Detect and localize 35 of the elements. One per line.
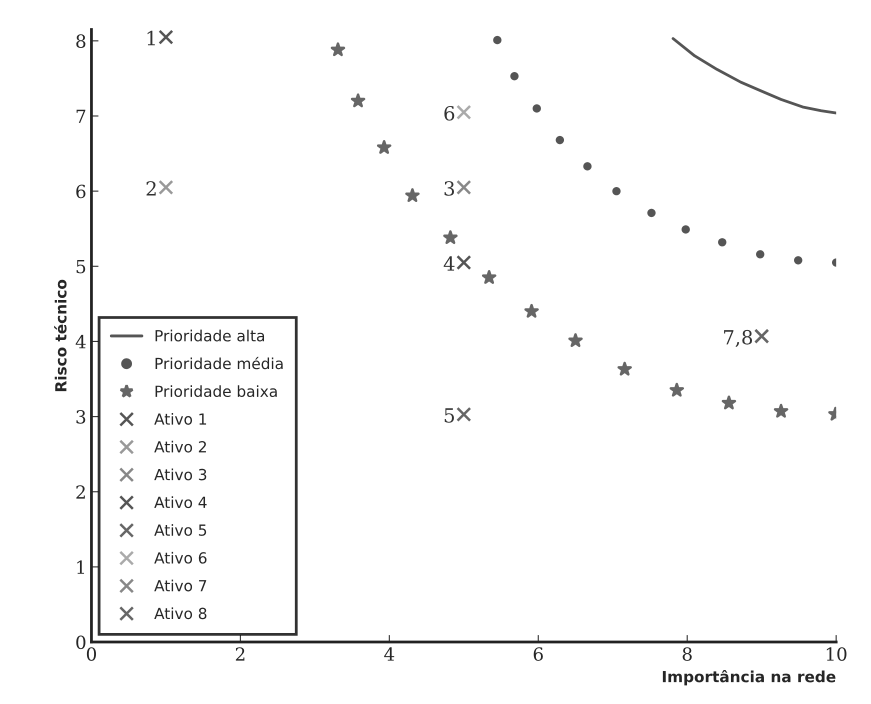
x-tick-label: 10 xyxy=(826,647,846,661)
y-tick-label: 1 xyxy=(77,560,84,574)
y-tick-label: 2 xyxy=(76,485,85,499)
x-tick-label: 2 xyxy=(236,647,244,661)
legend-label: Ativo 5 xyxy=(154,524,206,536)
y-tick-label: 4 xyxy=(76,334,86,348)
legend-label: Prioridade alta xyxy=(156,330,264,342)
legend-label: Ativo 1 xyxy=(154,412,206,425)
y-tick-label: 0 xyxy=(76,636,86,650)
y-tick-label: 5 xyxy=(76,260,86,274)
y-tick-label: 7 xyxy=(76,110,86,123)
x-tick-label: 4 xyxy=(384,647,394,661)
x-axis-title: Importância na rede xyxy=(662,670,836,686)
legend-label: Ativo 3 xyxy=(154,468,206,480)
x-tick-label: 8 xyxy=(682,647,692,661)
legend-label: Prioridade média xyxy=(156,356,283,370)
annotation: 4 xyxy=(444,256,454,271)
legend-label: Ativo 8 xyxy=(154,607,206,620)
annotation: 3 xyxy=(444,181,454,196)
y-tick-label: 8 xyxy=(76,34,86,48)
x-tick-label: 0 xyxy=(86,647,96,661)
legend-label: Ativo 6 xyxy=(154,552,207,564)
legend-label: Ativo 2 xyxy=(154,440,206,453)
annotation: 1 xyxy=(148,30,155,46)
legend-label: Ativo 7 xyxy=(154,580,206,592)
x-tick-label: 6 xyxy=(534,647,543,661)
y-axis-title: Risco técnico xyxy=(54,280,67,392)
annotation: 5 xyxy=(444,408,454,423)
annotation: 6 xyxy=(444,106,454,121)
annotation: 7,8 xyxy=(724,330,752,347)
legend-label: Ativo 4 xyxy=(154,496,207,508)
y-tick-label: 3 xyxy=(76,410,86,424)
y-tick-label: 6 xyxy=(76,184,86,198)
legend-label: Prioridade baixa xyxy=(156,385,277,398)
annotation: 2 xyxy=(146,181,156,196)
